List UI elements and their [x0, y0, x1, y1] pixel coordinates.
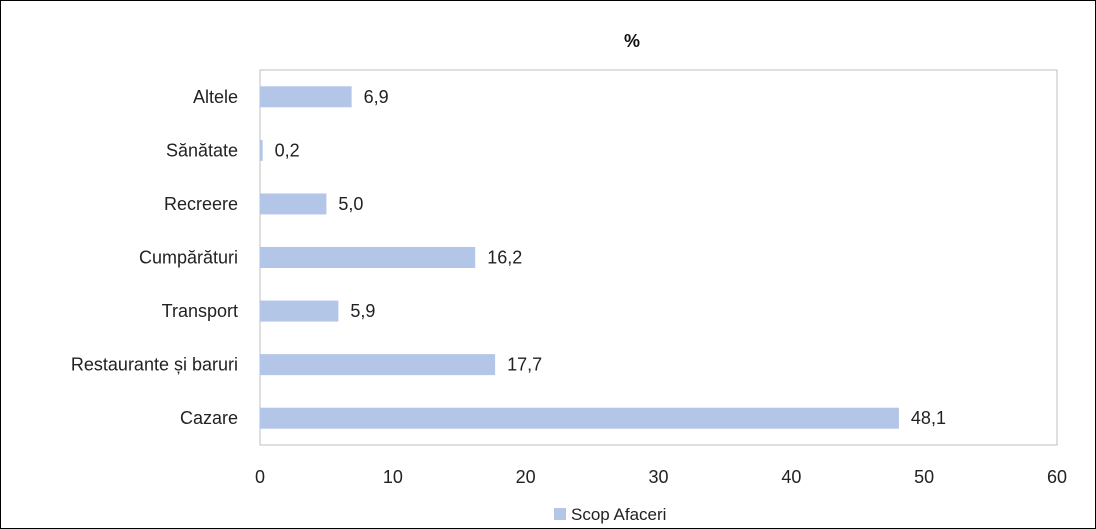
data-label: 5,9 [350, 301, 375, 321]
category-label: Recreere [164, 194, 238, 214]
data-label: 48,1 [911, 408, 946, 428]
data-label: 5,0 [338, 194, 363, 214]
bar-4 [260, 300, 339, 322]
category-label: Restaurante și baruri [71, 355, 238, 375]
legend-label: Scop Afaceri [571, 505, 666, 524]
bar-3 [260, 247, 476, 268]
x-axis-ticks: 0 10 20 30 40 50 60 [255, 467, 1067, 487]
category-label: Cumpărături [139, 248, 238, 268]
x-tick-label: 20 [516, 467, 536, 487]
category-label: Altele [193, 87, 238, 107]
data-label: 6,9 [364, 87, 389, 107]
data-label: 17,7 [507, 355, 542, 375]
legend: Scop Afaceri [554, 505, 666, 524]
bar-0 [260, 86, 352, 108]
bar-1 [260, 139, 263, 161]
category-label: Cazare [180, 408, 238, 428]
bars-layer: Altele 6,9 Sănătate 0,2 Recreere 5,0 Cumpărătu… [71, 86, 946, 429]
x-tick-label: 40 [781, 467, 801, 487]
data-label: 16,2 [487, 248, 522, 268]
bar-5 [260, 354, 496, 376]
x-tick-label: 50 [914, 467, 934, 487]
x-tick-label: 60 [1047, 467, 1067, 487]
bar-2 [260, 193, 327, 215]
x-tick-label: 30 [648, 467, 668, 487]
chart-title: % [624, 31, 640, 51]
bar-6 [260, 407, 899, 429]
data-label: 0,2 [275, 140, 300, 160]
category-label: Transport [162, 301, 238, 321]
category-label: Sănătate [166, 140, 238, 160]
legend-swatch [554, 508, 566, 520]
x-tick-label: 10 [383, 467, 403, 487]
x-tick-label: 0 [255, 467, 265, 487]
